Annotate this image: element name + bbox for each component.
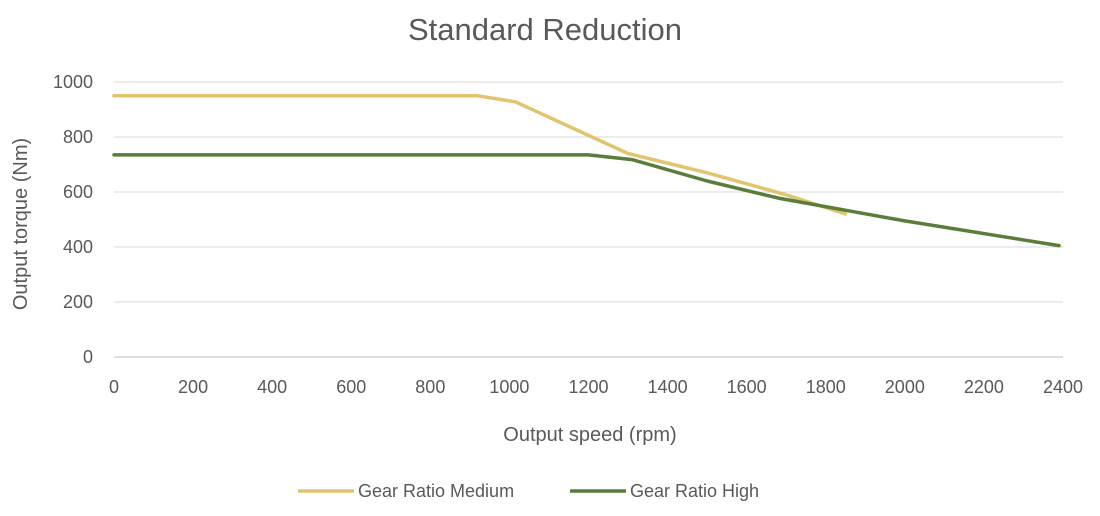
y-axis-label: Output torque (Nm) bbox=[10, 138, 32, 310]
legend-label: Gear Ratio Medium bbox=[358, 481, 514, 501]
x-tick-label: 1600 bbox=[727, 377, 767, 397]
y-tick-label: 200 bbox=[63, 292, 93, 312]
series-line-0 bbox=[112, 94, 848, 216]
x-tick-label: 1800 bbox=[806, 377, 846, 397]
series-line-1 bbox=[112, 153, 1061, 248]
y-tick-label: 0 bbox=[83, 347, 93, 367]
x-tick-label: 2200 bbox=[964, 377, 1004, 397]
series-lines bbox=[112, 94, 1061, 248]
y-tick-label: 1000 bbox=[53, 72, 93, 92]
chart-title: Standard Reduction bbox=[408, 12, 682, 47]
x-tick-label: 0 bbox=[109, 377, 119, 397]
x-axis-ticks: 0 200 400 600 800 1000 1200 1400 1600 1800 2000 220… bbox=[109, 377, 1083, 397]
x-tick-label: 200 bbox=[178, 377, 208, 397]
y-axis-ticks: 0 200 400 600 800 1000 bbox=[53, 72, 93, 367]
x-tick-label: 2400 bbox=[1043, 377, 1083, 397]
x-tick-label: 1000 bbox=[489, 377, 529, 397]
x-tick-label: 1400 bbox=[648, 377, 688, 397]
legend: Gear Ratio Medium Gear Ratio High bbox=[298, 481, 759, 501]
y-tick-label: 800 bbox=[63, 127, 93, 147]
gridlines bbox=[114, 81, 1063, 358]
x-axis-label: Output speed (rpm) bbox=[503, 424, 676, 446]
x-tick-label: 2000 bbox=[885, 377, 925, 397]
x-tick-label: 800 bbox=[415, 377, 445, 397]
x-tick-label: 600 bbox=[336, 377, 366, 397]
x-tick-label: 1200 bbox=[568, 377, 608, 397]
legend-label: Gear Ratio High bbox=[630, 481, 759, 501]
y-tick-label: 600 bbox=[63, 182, 93, 202]
y-tick-label: 400 bbox=[63, 237, 93, 257]
x-tick-label: 400 bbox=[257, 377, 287, 397]
